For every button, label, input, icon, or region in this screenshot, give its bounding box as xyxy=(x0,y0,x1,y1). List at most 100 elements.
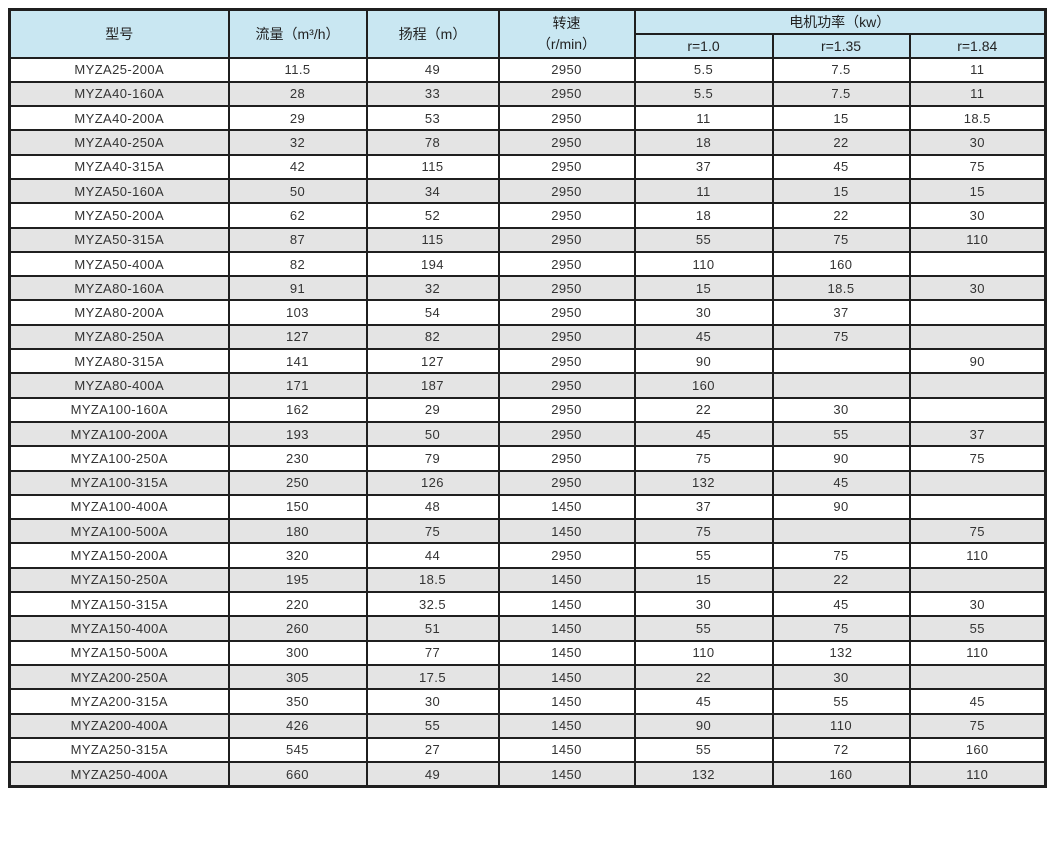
cell-power-r1-0: 5.5 xyxy=(633,80,774,108)
cell-power-r1-35: 15 xyxy=(771,105,911,132)
table-row: MYZA40-250A 32 78 2950 18 22 30 xyxy=(8,129,1047,156)
cell-power-r1-84: 160 xyxy=(908,736,1047,764)
table-row: MYZA150-500A 300 77 1450 110 132 110 xyxy=(8,639,1047,666)
cell-power-r1-84: 30 xyxy=(908,591,1047,618)
cell-power-r1-0: 55 xyxy=(633,615,774,642)
catalog-page: 型号 流量（m³/h） 扬程（m） 转速 （r/min） 电机功率（kw） r=… xyxy=(8,8,1047,788)
cell-power-r1-84: 45 xyxy=(908,688,1047,715)
cell-head: 49 xyxy=(365,761,500,788)
table-row: MYZA250-400A 660 49 1450 132 160 110 xyxy=(8,761,1047,788)
header-row-1: 型号 流量（m³/h） 扬程（m） 转速 （r/min） 电机功率（kw） xyxy=(8,8,1047,59)
table-row: MYZA150-250A 195 18.5 1450 15 22 xyxy=(8,566,1047,594)
cell-head: 55 xyxy=(365,712,500,739)
cell-power-r1-84 xyxy=(908,566,1047,594)
cell-head: 29 xyxy=(365,396,500,423)
header-row-2: r=1.0 r=1.35 r=1.84 xyxy=(10,32,1047,59)
cell-model: MYZA150-250A xyxy=(8,566,230,594)
cell-flow: 28 xyxy=(227,80,368,108)
cell-speed: 2950 xyxy=(497,226,636,253)
cell-power-r1-0: 30 xyxy=(633,591,774,618)
cell-head: 50 xyxy=(365,420,500,448)
cell-head: 30 xyxy=(365,688,500,715)
cell-power-r1-84: 75 xyxy=(908,153,1047,180)
col-header-r1-35: r=1.35 xyxy=(771,32,911,59)
cell-model: MYZA100-500A xyxy=(8,518,230,545)
cell-speed: 2950 xyxy=(497,177,636,205)
cell-model: MYZA100-160A xyxy=(8,396,230,423)
cell-speed: 2950 xyxy=(497,153,636,180)
cell-power-r1-35 xyxy=(771,518,911,545)
cell-flow: 260 xyxy=(227,615,368,642)
cell-flow: 193 xyxy=(227,420,368,448)
cell-speed: 1450 xyxy=(497,566,636,594)
cell-speed: 1450 xyxy=(497,518,636,545)
cell-power-r1-0: 45 xyxy=(633,420,774,448)
table-row: MYZA40-315A 42 115 2950 37 45 75 xyxy=(8,153,1047,180)
cell-power-r1-35: 75 xyxy=(771,542,911,569)
cell-power-r1-35: 22 xyxy=(771,202,911,229)
cell-speed: 2950 xyxy=(497,348,636,375)
cell-power-r1-84: 110 xyxy=(908,226,1047,253)
cell-head: 126 xyxy=(365,469,500,496)
cell-flow: 300 xyxy=(227,639,368,666)
cell-model: MYZA150-315A xyxy=(8,591,230,618)
cell-speed: 1450 xyxy=(497,712,636,739)
cell-speed: 1450 xyxy=(497,663,636,691)
cell-speed: 2950 xyxy=(497,542,636,569)
cell-head: 77 xyxy=(365,639,500,666)
cell-power-r1-35: 132 xyxy=(771,639,911,666)
table-row: MYZA80-315A 141 127 2950 90 90 xyxy=(8,348,1047,375)
cell-head: 82 xyxy=(365,323,500,351)
cell-head: 54 xyxy=(365,299,500,326)
table-row: MYZA25-200A 11.5 49 2950 5.5 7.5 11 xyxy=(8,56,1047,83)
table-header: 型号 流量（m³/h） 扬程（m） 转速 （r/min） 电机功率（kw） r=… xyxy=(8,8,1047,59)
cell-power-r1-84 xyxy=(908,299,1047,326)
cell-speed: 1450 xyxy=(497,493,636,521)
cell-power-r1-35: 72 xyxy=(771,736,911,764)
cell-power-r1-84 xyxy=(908,323,1047,351)
table-row: MYZA80-400A 171 187 2950 160 xyxy=(8,372,1047,399)
cell-model: MYZA100-250A xyxy=(8,445,230,472)
cell-flow: 82 xyxy=(227,250,368,278)
cell-head: 18.5 xyxy=(365,566,500,594)
cell-power-r1-84: 75 xyxy=(908,518,1047,545)
cell-power-r1-35 xyxy=(771,348,911,375)
cell-head: 49 xyxy=(365,56,500,83)
cell-speed: 2950 xyxy=(497,396,636,423)
table-row: MYZA150-200A 320 44 2950 55 75 110 xyxy=(8,542,1047,569)
table-row: MYZA50-200A 62 52 2950 18 22 30 xyxy=(8,202,1047,229)
table-row: MYZA100-315A 250 126 2950 132 45 xyxy=(8,469,1047,496)
cell-speed: 2950 xyxy=(497,469,636,496)
cell-model: MYZA50-400A xyxy=(8,250,230,278)
cell-flow: 87 xyxy=(227,226,368,253)
cell-model: MYZA80-200A xyxy=(8,299,230,326)
cell-power-r1-84: 30 xyxy=(908,202,1047,229)
cell-power-r1-0: 22 xyxy=(633,663,774,691)
cell-model: MYZA100-315A xyxy=(8,469,230,496)
table-row: MYZA200-315A 350 30 1450 45 55 45 xyxy=(8,688,1047,715)
table-row: MYZA250-315A 545 27 1450 55 72 160 xyxy=(8,736,1047,764)
cell-model: MYZA40-200A xyxy=(8,105,230,132)
cell-power-r1-84: 55 xyxy=(908,615,1047,642)
cell-speed: 2950 xyxy=(497,420,636,448)
cell-model: MYZA100-200A xyxy=(8,420,230,448)
cell-power-r1-0: 90 xyxy=(633,712,774,739)
cell-flow: 150 xyxy=(227,493,368,521)
cell-flow: 305 xyxy=(227,663,368,691)
cell-power-r1-35: 30 xyxy=(771,396,911,423)
table-row: MYZA80-250A 127 82 2950 45 75 xyxy=(8,323,1047,351)
cell-speed: 2950 xyxy=(497,299,636,326)
cell-model: MYZA80-400A xyxy=(8,372,230,399)
cell-speed: 1450 xyxy=(497,688,636,715)
cell-head: 34 xyxy=(365,177,500,205)
cell-power-r1-0: 55 xyxy=(633,542,774,569)
cell-power-r1-35: 15 xyxy=(771,177,911,205)
cell-model: MYZA40-250A xyxy=(8,129,230,156)
col-header-head: 扬程（m） xyxy=(365,8,500,59)
cell-head: 187 xyxy=(365,372,500,399)
cell-model: MYZA250-400A xyxy=(8,761,230,788)
cell-power-r1-0: 18 xyxy=(633,202,774,229)
cell-power-r1-0: 160 xyxy=(633,372,774,399)
cell-power-r1-35: 90 xyxy=(771,445,911,472)
cell-model: MYZA150-400A xyxy=(8,615,230,642)
